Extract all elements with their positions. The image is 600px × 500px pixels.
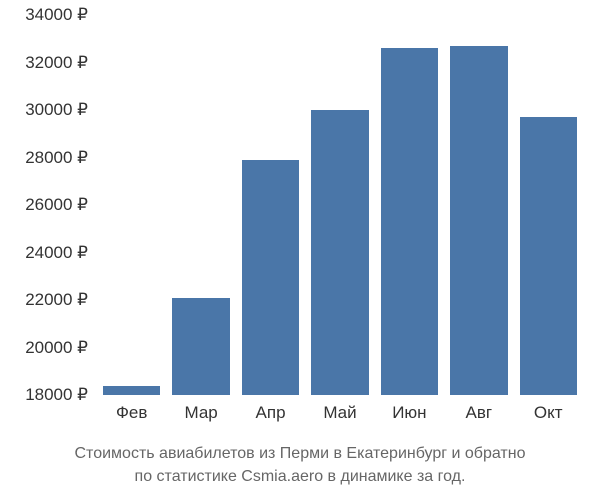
bar-slot: Апр xyxy=(242,160,299,395)
y-tick-label: 34000 ₽ xyxy=(0,5,88,25)
bar-slot: Авг xyxy=(450,46,507,395)
x-tick-label: Мар xyxy=(184,403,217,423)
y-tick-label: 28000 ₽ xyxy=(0,148,88,168)
y-tick-label: 30000 ₽ xyxy=(0,100,88,120)
x-tick-label: Фев xyxy=(116,403,147,423)
bars-group: Фев МарАпрМайИюнАвгОкт xyxy=(95,15,585,395)
caption-line-2: по статистике Csmia.aero в динамике за г… xyxy=(135,468,466,485)
bar-slot: Фев xyxy=(103,386,160,396)
price-chart: ФевМарАпрМайИюнАвгОкт Стоимость авиабиле… xyxy=(0,0,600,500)
caption-line-1: Стоимость авиабилетов из Перми в Екатери… xyxy=(75,445,526,462)
y-tick-label: 32000 ₽ xyxy=(0,53,88,73)
bar-slot: Май xyxy=(311,110,368,395)
bar xyxy=(103,386,160,396)
bar xyxy=(381,48,438,395)
bar-slot: Мар xyxy=(172,298,229,395)
bar xyxy=(242,160,299,395)
bar xyxy=(172,298,229,395)
y-tick-label: 24000 ₽ xyxy=(0,243,88,263)
y-tick-label: 26000 ₽ xyxy=(0,195,88,215)
x-tick-label: Апр xyxy=(256,403,286,423)
x-tick-label: Май xyxy=(323,403,356,423)
y-tick-label: 22000 ₽ xyxy=(0,290,88,310)
chart-caption: Стоимость авиабилетов из Перми в Екатери… xyxy=(0,443,600,488)
bar xyxy=(311,110,368,395)
y-tick-label: 20000 ₽ xyxy=(0,338,88,358)
y-tick-label: 18000 ₽ xyxy=(0,385,88,405)
x-tick-label: Окт xyxy=(534,403,563,423)
bar xyxy=(450,46,507,395)
bar xyxy=(520,117,577,395)
bar-slot: Окт xyxy=(520,117,577,395)
x-tick-label: Июн xyxy=(392,403,426,423)
x-tick-label: Авг xyxy=(466,403,493,423)
plot-area: Фев МарАпрМайИюнАвгОкт xyxy=(95,15,585,395)
bar-slot: Июн xyxy=(381,48,438,395)
